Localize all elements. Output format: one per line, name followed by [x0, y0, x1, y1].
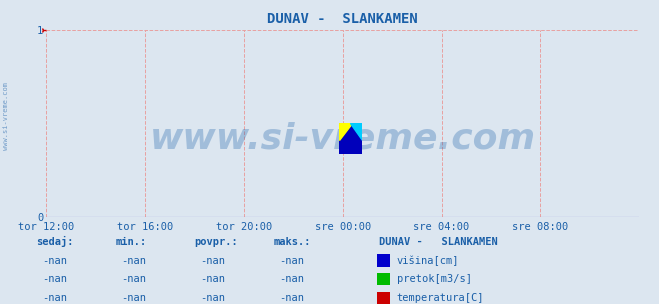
Text: sedaj:: sedaj:: [36, 236, 74, 247]
Text: www.si-vreme.com: www.si-vreme.com: [150, 122, 536, 156]
Text: -nan: -nan: [279, 293, 304, 303]
Text: -nan: -nan: [279, 256, 304, 266]
Title: DUNAV -  SLANKAMEN: DUNAV - SLANKAMEN: [268, 12, 418, 26]
Text: višina[cm]: višina[cm]: [397, 255, 459, 266]
Polygon shape: [339, 123, 352, 140]
Text: -nan: -nan: [42, 293, 67, 303]
Text: -nan: -nan: [200, 256, 225, 266]
Text: -nan: -nan: [121, 293, 146, 303]
Text: -nan: -nan: [121, 256, 146, 266]
Text: www.si-vreme.com: www.si-vreme.com: [3, 81, 9, 150]
Text: -nan: -nan: [200, 293, 225, 303]
Text: -nan: -nan: [42, 256, 67, 266]
Polygon shape: [350, 123, 362, 140]
Text: -nan: -nan: [279, 275, 304, 285]
Text: maks.:: maks.:: [273, 237, 311, 247]
Text: pretok[m3/s]: pretok[m3/s]: [397, 275, 472, 284]
Text: -nan: -nan: [42, 275, 67, 285]
Text: DUNAV -   SLANKAMEN: DUNAV - SLANKAMEN: [379, 237, 498, 247]
Text: temperatura[C]: temperatura[C]: [397, 293, 484, 303]
Text: povpr.:: povpr.:: [194, 237, 238, 247]
Text: -nan: -nan: [200, 275, 225, 285]
Text: -nan: -nan: [121, 275, 146, 285]
Text: min.:: min.:: [115, 237, 146, 247]
